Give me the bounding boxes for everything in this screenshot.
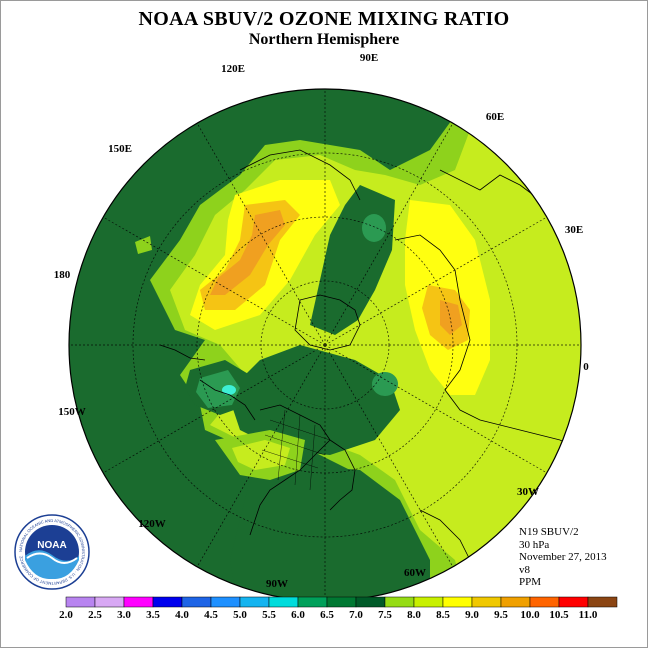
- noaa-logo: NOAA NATIONAL OCEANIC AND ATMOSPHERIC AD…: [14, 514, 90, 590]
- scale-swatch: [413, 596, 444, 608]
- ozone-trough-central: [230, 345, 400, 455]
- scale-tick-label: 4.0: [175, 609, 189, 621]
- meridian-60e: [324, 122, 454, 346]
- scale-swatch: [529, 596, 560, 608]
- scale-tick-label: 3.0: [117, 609, 131, 621]
- scale-tick-label: 2.0: [59, 609, 73, 621]
- lon-label-0: 0: [583, 361, 589, 373]
- meridian-30e: [324, 216, 548, 346]
- scale-tick-label: 6.0: [291, 609, 305, 621]
- lon-label-60e: 60E: [486, 111, 504, 123]
- scale-tick-label: 5.0: [233, 609, 247, 621]
- map-subtitle: Northern Hemisphere: [248, 31, 400, 48]
- scale-swatch: [268, 596, 299, 608]
- scale-swatch: [442, 596, 473, 608]
- info-level: 30 hPa: [519, 538, 550, 551]
- ozone-island-7-5: [135, 236, 152, 254]
- lon-label-30w: 30W: [517, 486, 539, 498]
- scale-swatch: [587, 596, 618, 608]
- ozone-low-6-0: [196, 370, 240, 408]
- coastlines: [159, 149, 581, 561]
- scale-swatch: [239, 596, 270, 608]
- ozone-trough-south: [230, 465, 430, 601]
- info-date: November 27, 2013: [519, 551, 607, 563]
- meridian-150w: [102, 344, 326, 474]
- ozone-pocket-8-0: [232, 440, 290, 470]
- state-boundaries: [261, 409, 331, 491]
- map-title: NOAA SBUV/2 OZONE MIXING RATIO: [138, 8, 510, 30]
- info-satellite: N19 SBUV/2: [519, 526, 579, 538]
- scale-tick-label: 3.5: [146, 609, 160, 621]
- logo-text: NOAA: [37, 540, 66, 551]
- scale-tick-label: 2.5: [88, 609, 102, 621]
- info-block: N19 SBUV/2 30 hPa November 27, 2013 v8 P…: [519, 526, 607, 589]
- scale-tick-label: 8.5: [436, 609, 450, 621]
- lon-label-150e: 150E: [108, 143, 132, 155]
- scale-swatch: [123, 596, 154, 608]
- color-scale-swatches: [65, 596, 618, 608]
- lon-label-30e: 30E: [565, 224, 583, 236]
- scale-swatch: [210, 596, 241, 608]
- scale-tick-label: 7.5: [378, 609, 392, 621]
- lon-label-90w: 90W: [266, 578, 288, 590]
- scale-tick-label: 9.5: [494, 609, 508, 621]
- lon-label-180: 180: [54, 269, 71, 281]
- ozone-field: [69, 89, 581, 601]
- meridian-150e: [102, 216, 326, 346]
- scale-swatch: [152, 596, 183, 608]
- color-scale-ticks: 2.0 2.5 3.0 3.5 4.0 4.5 5.0 5.5 6.0 6.5 7.0 7.5 8.0 8…: [59, 609, 598, 621]
- scale-tick-label: 9.0: [465, 609, 479, 621]
- scale-tick-label: 10.0: [520, 609, 540, 621]
- lon-label-90e: 90E: [360, 52, 378, 64]
- scale-swatch: [558, 596, 589, 608]
- ozone-low-5-5: [222, 385, 236, 395]
- scale-tick-label: 10.5: [549, 609, 569, 621]
- scale-swatch: [181, 596, 212, 608]
- lon-label-120w: 120W: [138, 518, 166, 530]
- scale-swatch: [297, 596, 328, 608]
- ozone-low-atlantic: [372, 372, 398, 396]
- meridian-60w: [324, 344, 454, 568]
- info-units: PPM: [519, 576, 542, 588]
- lon-label-150w: 150W: [58, 406, 86, 418]
- ozone-low-north: [362, 214, 386, 242]
- scale-swatch: [471, 596, 502, 608]
- meridian-30w: [324, 344, 548, 474]
- info-version: v8: [519, 563, 530, 576]
- scale-swatch: [500, 596, 531, 608]
- meridian-120w: [196, 344, 326, 568]
- scale-swatch: [94, 596, 125, 608]
- scale-tick-label: 6.5: [320, 609, 334, 621]
- meridian-120e: [196, 122, 326, 346]
- lon-label-120e: 120E: [221, 63, 245, 75]
- scale-swatch: [355, 596, 386, 608]
- scale-tick-label: 5.5: [262, 609, 276, 621]
- scale-swatch: [326, 596, 357, 608]
- scale-tick-label: 8.0: [407, 609, 421, 621]
- ozone-core-9-5-east: [440, 300, 462, 335]
- scale-swatch: [65, 596, 96, 608]
- scale-tick-label: 11.0: [579, 609, 598, 621]
- scale-swatch: [384, 596, 415, 608]
- lon-label-60w: 60W: [404, 567, 426, 579]
- graticule: [69, 89, 581, 601]
- scale-tick-label: 7.0: [349, 609, 363, 621]
- scale-tick-label: 4.5: [204, 609, 218, 621]
